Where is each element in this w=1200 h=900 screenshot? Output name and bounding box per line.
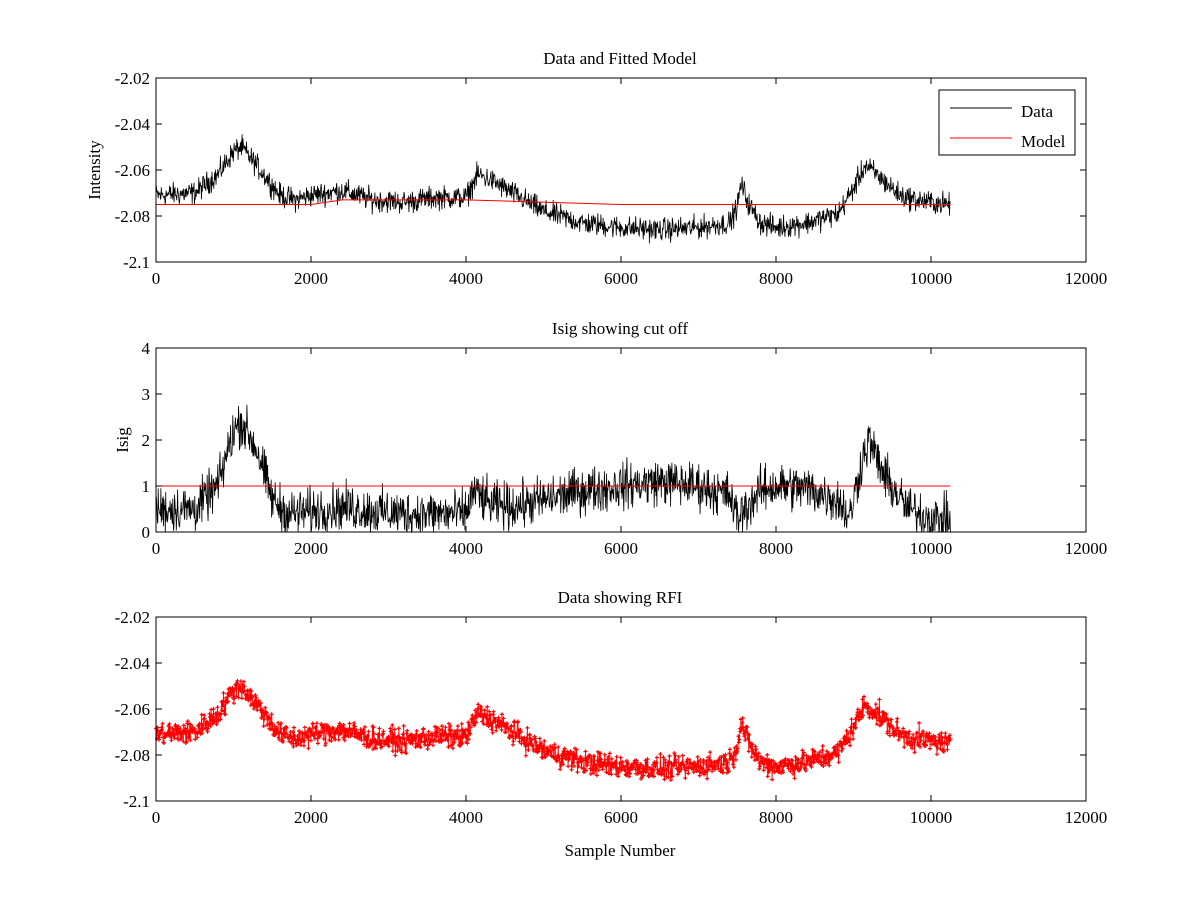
subplot-data-and-fitted-model: Data and Fitted Model Intensity 0 2000 400… <box>85 49 1107 288</box>
subplot-3-xlabel: Sample Number <box>565 841 676 860</box>
legend: Data Model <box>938 89 1076 156</box>
x-tick-label: 8000 <box>759 808 793 827</box>
subplot-1-tick-layer: 0 2000 4000 6000 8000 10000 12000 -2.1 -2.08 -2.0… <box>115 69 1108 288</box>
x-tick-label: 10000 <box>910 539 953 558</box>
x-tick-label: 2000 <box>294 808 328 827</box>
x-tick-label: 12000 <box>1065 808 1108 827</box>
series-line <box>155 404 951 533</box>
x-tick-label: 6000 <box>604 539 638 558</box>
x-tick-label: 10000 <box>910 808 953 827</box>
x-tick-label: 12000 <box>1065 269 1108 288</box>
y-tick-label: -2.02 <box>115 608 150 627</box>
series-line <box>156 199 951 205</box>
y-tick-label: -2.08 <box>115 746 150 765</box>
y-tick-label: -2.1 <box>123 253 150 272</box>
subplot-isig-showing-cut-off: Isig showing cut off Isig 0 2000 4000 6000 8… <box>113 319 1107 558</box>
subplot-2-ylabel: Isig <box>113 427 132 453</box>
y-tick-label: 3 <box>142 385 151 404</box>
y-tick-label: -2.04 <box>115 115 151 134</box>
subplot-data-showing-rfi: Data showing RFI Sample Number 0 2000 4000… <box>115 588 1108 860</box>
subplot-2-tick-layer: 0 2000 4000 6000 8000 10000 12000 0 1 2 3 4 <box>142 339 1108 558</box>
x-tick-label: 4000 <box>449 539 483 558</box>
y-tick-label: -2.06 <box>115 700 150 719</box>
legend-data-label: Data <box>1021 102 1054 121</box>
series-line <box>155 134 951 244</box>
x-tick-label: 0 <box>152 808 161 827</box>
subplot-1-ylabel: Intensity <box>85 140 104 200</box>
x-tick-label: 8000 <box>759 539 793 558</box>
x-tick-label: 2000 <box>294 539 328 558</box>
subplot-3-title: Data showing RFI <box>558 588 683 607</box>
subplot-1-axes-box <box>155 77 1087 263</box>
y-tick-label: 1 <box>142 477 151 496</box>
x-tick-label: 2000 <box>294 269 328 288</box>
x-tick-label: 6000 <box>604 808 638 827</box>
x-tick-label: 4000 <box>449 808 483 827</box>
legend-box <box>938 89 1076 156</box>
y-tick-label: -2.02 <box>115 69 150 88</box>
y-tick-label: -2.04 <box>115 654 151 673</box>
x-tick-label: 10000 <box>910 269 953 288</box>
subplot-2-series-layer <box>155 404 951 533</box>
x-tick-label: 8000 <box>759 269 793 288</box>
subplot-3-axes-box <box>155 616 1087 802</box>
subplot-2-title: Isig showing cut off <box>552 319 688 338</box>
subplot-1-title: Data and Fitted Model <box>543 49 697 68</box>
y-tick-label: -2.06 <box>115 161 150 180</box>
x-tick-label: 6000 <box>604 269 638 288</box>
y-tick-label: -2.1 <box>123 792 150 811</box>
y-tick-label: 2 <box>142 431 151 450</box>
x-tick-label: 4000 <box>449 269 483 288</box>
y-tick-label: 0 <box>142 523 151 542</box>
subplot-1-series-layer <box>155 134 951 244</box>
y-tick-label: 4 <box>142 339 151 358</box>
y-tick-label: -2.08 <box>115 207 150 226</box>
x-tick-label: 0 <box>152 269 161 288</box>
legend-model-label: Model <box>1021 132 1066 151</box>
x-tick-label: 12000 <box>1065 539 1108 558</box>
subplot-2-axes-box <box>155 347 1087 533</box>
x-tick-label: 0 <box>152 539 161 558</box>
